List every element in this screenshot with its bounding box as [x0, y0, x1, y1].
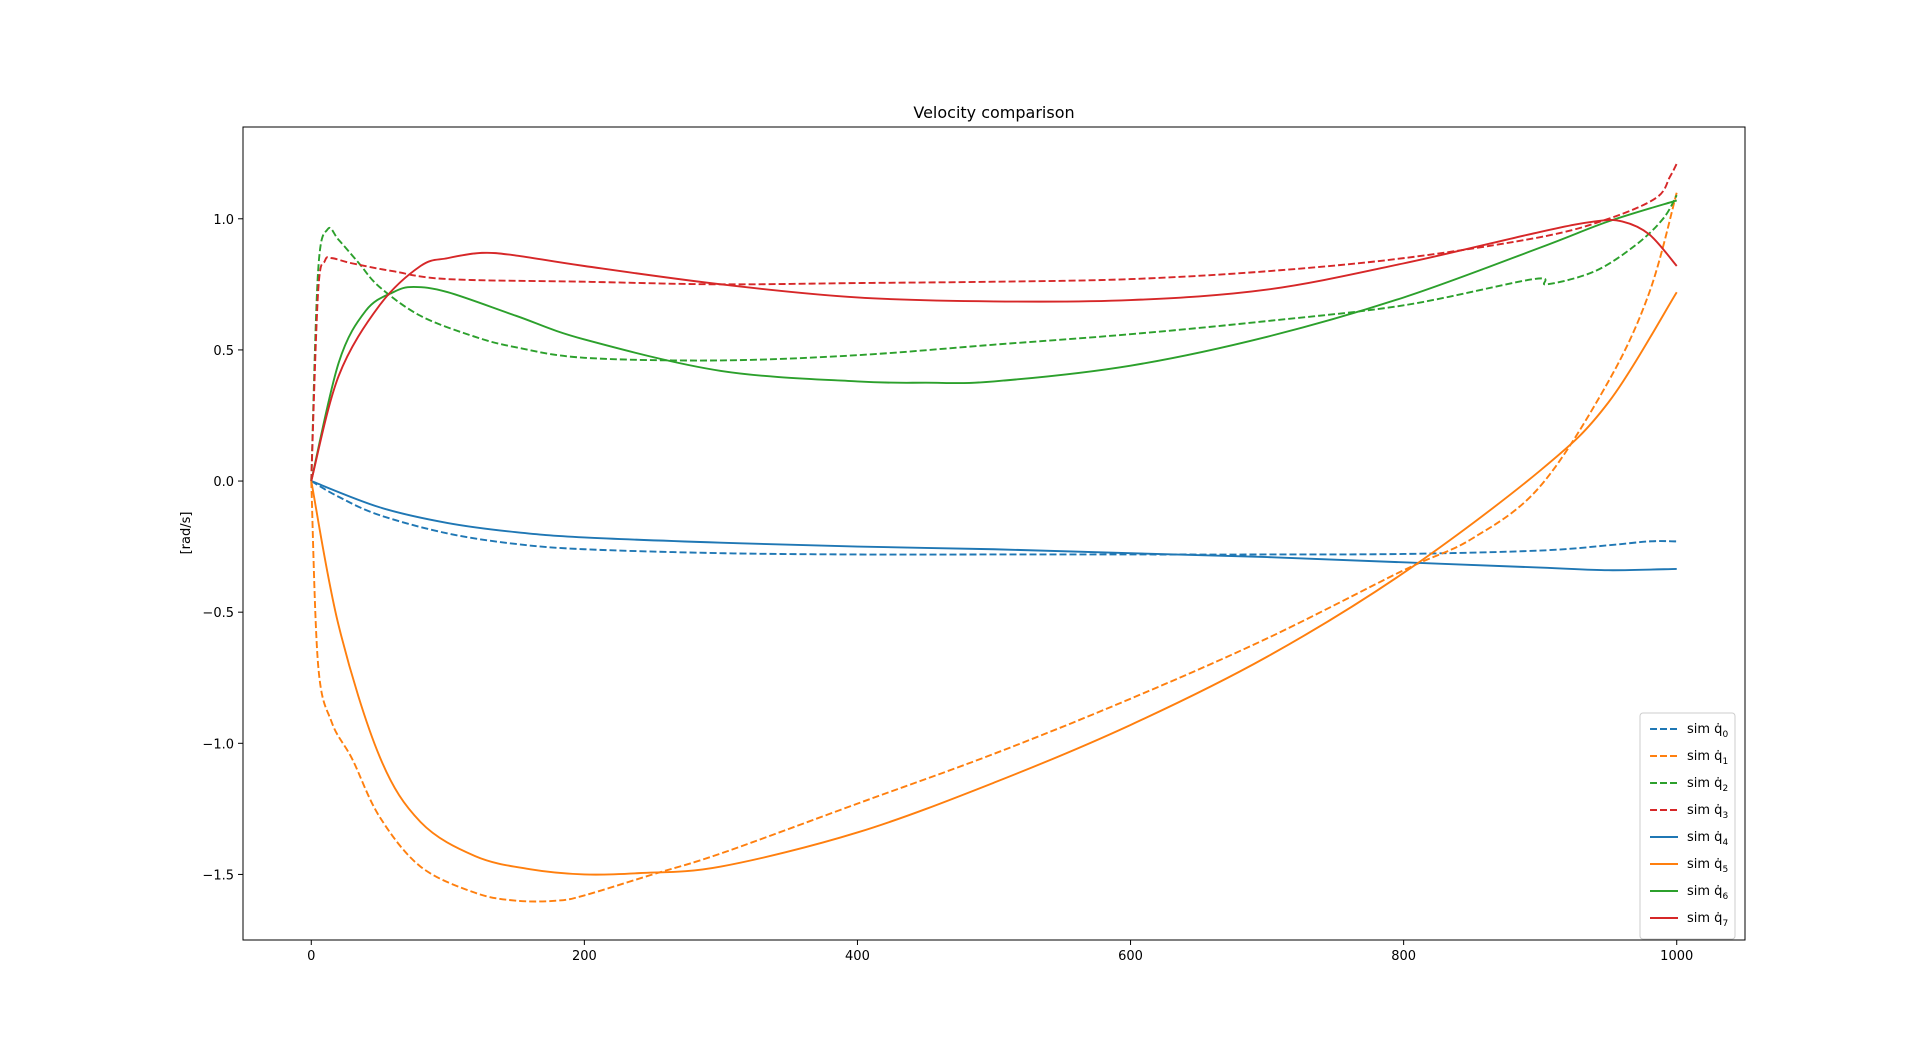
- legend-entry-subscript: 0: [1722, 730, 1728, 740]
- y-tick-label: 0.5: [213, 344, 234, 359]
- legend-entry-subscript: 4: [1722, 838, 1728, 848]
- legend-entry-subscript: 7: [1722, 919, 1728, 929]
- legend-entry-text: sim q̇: [1687, 749, 1722, 764]
- y-tick-label: 0.0: [213, 475, 234, 490]
- legend-entry-label: sim q̇6: [1687, 884, 1728, 902]
- series-line-q1-dashed: [310, 192, 1678, 903]
- legend-entry-label: sim q̇1: [1687, 749, 1728, 767]
- legend-entry-text: sim q̇: [1687, 722, 1722, 737]
- x-tick-label: 0: [307, 949, 315, 964]
- legend-entry-subscript: 6: [1722, 892, 1728, 902]
- series-line-q5-solid: [310, 291, 1678, 876]
- legend-entry-label: sim q̇0: [1687, 722, 1728, 740]
- series-line-q2-dashed: [310, 194, 1678, 482]
- legend-entry-text: sim q̇: [1687, 911, 1722, 926]
- legend-entry-text: sim q̇: [1687, 830, 1722, 845]
- series-line-q0-dashed: [310, 480, 1677, 556]
- x-tick-label: 400: [845, 949, 870, 964]
- legend-entry-label: sim q̇4: [1687, 830, 1728, 848]
- legend-entry-label: sim q̇3: [1687, 803, 1728, 821]
- x-tick-label: 1000: [1660, 949, 1693, 964]
- y-axis-label: [rad/s]: [179, 512, 194, 555]
- y-tick-label: 1.0: [213, 213, 234, 228]
- x-tick-label: 800: [1391, 949, 1416, 964]
- series-layer: [310, 163, 1678, 903]
- legend-entry-subscript: 1: [1722, 757, 1728, 767]
- y-tick-label: −0.5: [202, 606, 234, 621]
- x-tick-label: 200: [572, 949, 597, 964]
- legend-entry-label: sim q̇5: [1687, 857, 1728, 875]
- y-tick-label: −1.0: [202, 737, 234, 752]
- legend-entry-text: sim q̇: [1687, 884, 1722, 899]
- x-tick-label: 600: [1118, 949, 1143, 964]
- y-tick-label: −1.5: [202, 868, 234, 883]
- plot-frame: [242, 126, 1746, 941]
- series-line-q4-solid: [310, 480, 1677, 572]
- legend-entry-subscript: 3: [1722, 811, 1728, 821]
- legend-entry-label: sim q̇7: [1687, 911, 1728, 929]
- legend-entry-text: sim q̇: [1687, 776, 1722, 791]
- legend-entry-text: sim q̇: [1687, 857, 1722, 872]
- series-line-q6-solid: [310, 199, 1678, 482]
- series-line-q3-dashed: [310, 163, 1678, 482]
- legend-entry-text: sim q̇: [1687, 803, 1722, 818]
- series-line-q7-solid: [310, 218, 1678, 482]
- x-axis: 0 200 400 600 800 1000: [307, 940, 1693, 964]
- legend-box: [1639, 712, 1736, 940]
- legend-entry-label: sim q̇2: [1687, 776, 1728, 794]
- chart-title: Velocity comparison: [913, 103, 1074, 122]
- legend-entry-subscript: 2: [1722, 784, 1728, 794]
- legend-entry-subscript: 5: [1722, 865, 1728, 875]
- y-axis: −1.5 −1.0 −0.5 0.0 0.5 1.0: [202, 213, 243, 883]
